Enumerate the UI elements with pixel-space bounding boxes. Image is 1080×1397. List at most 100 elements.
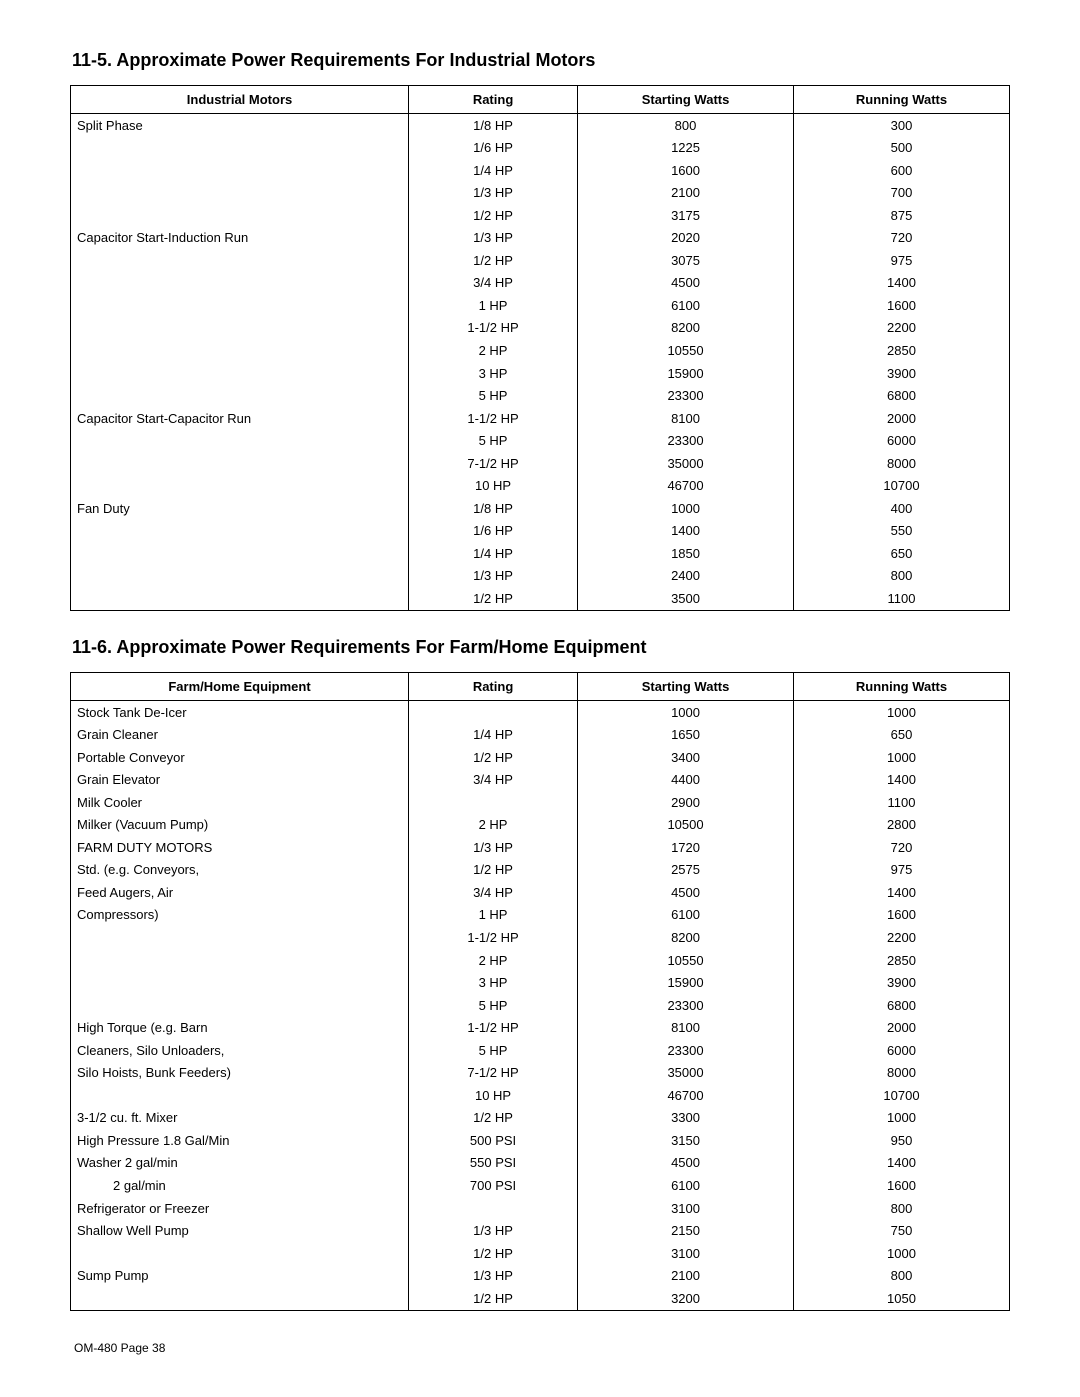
table-row: 3/4 HP45001400 xyxy=(71,272,1010,295)
cell-running-watts: 975 xyxy=(794,859,1010,882)
cell-rating: 10 HP xyxy=(409,1084,578,1107)
cell-rating: 1/3 HP xyxy=(409,227,578,250)
cell-running-watts: 2850 xyxy=(794,339,1010,362)
cell-starting-watts: 8100 xyxy=(578,1017,794,1040)
cell-starting-watts: 1400 xyxy=(578,520,794,543)
cell-running-watts: 10700 xyxy=(794,475,1010,498)
table-row: Sump Pump1/3 HP2100800 xyxy=(71,1265,1010,1288)
table-row: 3 HP159003900 xyxy=(71,972,1010,995)
cell-label xyxy=(71,1287,409,1310)
cell-starting-watts: 3100 xyxy=(578,1197,794,1220)
cell-running-watts: 1000 xyxy=(794,1107,1010,1130)
cell-starting-watts: 6100 xyxy=(578,1175,794,1198)
cell-running-watts: 650 xyxy=(794,542,1010,565)
cell-rating: 1-1/2 HP xyxy=(409,1017,578,1040)
cell-label: Grain Cleaner xyxy=(71,724,409,747)
table-row: Refrigerator or Freezer3100800 xyxy=(71,1197,1010,1220)
cell-rating: 2 HP xyxy=(409,949,578,972)
cell-label: High Torque (e.g. Barn xyxy=(71,1017,409,1040)
table-row: 1/6 HP1225500 xyxy=(71,137,1010,160)
cell-starting-watts: 8200 xyxy=(578,927,794,950)
cell-rating: 1/6 HP xyxy=(409,137,578,160)
cell-rating: 3/4 HP xyxy=(409,881,578,904)
cell-running-watts: 700 xyxy=(794,182,1010,205)
cell-label xyxy=(71,137,409,160)
table-row: 1 HP61001600 xyxy=(71,294,1010,317)
cell-starting-watts: 23300 xyxy=(578,430,794,453)
table-row: Fan Duty1/8 HP1000400 xyxy=(71,497,1010,520)
cell-rating: 5 HP xyxy=(409,994,578,1017)
cell-rating: 1-1/2 HP xyxy=(409,927,578,950)
cell-label: Compressors) xyxy=(71,904,409,927)
cell-starting-watts: 23300 xyxy=(578,385,794,408)
cell-rating: 7-1/2 HP xyxy=(409,452,578,475)
table-row: Capacitor Start-Capacitor Run1-1/2 HP810… xyxy=(71,407,1010,430)
cell-rating: 5 HP xyxy=(409,385,578,408)
cell-starting-watts: 1000 xyxy=(578,497,794,520)
cell-label xyxy=(71,272,409,295)
cell-label xyxy=(71,972,409,995)
cell-rating xyxy=(409,1197,578,1220)
cell-starting-watts: 1600 xyxy=(578,159,794,182)
cell-running-watts: 800 xyxy=(794,1197,1010,1220)
cell-rating: 3 HP xyxy=(409,362,578,385)
cell-starting-watts: 1650 xyxy=(578,724,794,747)
table-row: 1-1/2 HP82002200 xyxy=(71,317,1010,340)
table-row: Feed Augers, Air3/4 HP45001400 xyxy=(71,881,1010,904)
cell-starting-watts: 10550 xyxy=(578,339,794,362)
table-row: 1/2 HP3175875 xyxy=(71,204,1010,227)
table-row: 1/4 HP1850650 xyxy=(71,542,1010,565)
cell-running-watts: 3900 xyxy=(794,362,1010,385)
cell-rating: 5 HP xyxy=(409,1039,578,1062)
table-row: Milker (Vacuum Pump)2 HP105002800 xyxy=(71,814,1010,837)
cell-starting-watts: 46700 xyxy=(578,475,794,498)
cell-label xyxy=(71,927,409,950)
table-row: 2 HP105502850 xyxy=(71,949,1010,972)
cell-running-watts: 950 xyxy=(794,1129,1010,1152)
cell-running-watts: 2200 xyxy=(794,317,1010,340)
th-motors: Industrial Motors xyxy=(71,86,409,114)
cell-label xyxy=(71,339,409,362)
cell-starting-watts: 10550 xyxy=(578,949,794,972)
cell-rating: 1/4 HP xyxy=(409,542,578,565)
cell-rating: 1/3 HP xyxy=(409,836,578,859)
cell-rating: 1/2 HP xyxy=(409,859,578,882)
cell-rating: 1/3 HP xyxy=(409,1265,578,1288)
cell-starting-watts: 15900 xyxy=(578,362,794,385)
cell-running-watts: 1000 xyxy=(794,746,1010,769)
cell-rating: 1/2 HP xyxy=(409,249,578,272)
cell-rating: 1/3 HP xyxy=(409,1220,578,1243)
cell-running-watts: 975 xyxy=(794,249,1010,272)
cell-rating: 1/2 HP xyxy=(409,746,578,769)
cell-label xyxy=(71,949,409,972)
cell-label xyxy=(71,362,409,385)
cell-label xyxy=(71,317,409,340)
cell-running-watts: 1050 xyxy=(794,1287,1010,1310)
cell-starting-watts: 2100 xyxy=(578,182,794,205)
cell-rating: 7-1/2 HP xyxy=(409,1062,578,1085)
cell-label xyxy=(71,565,409,588)
table-row: 1/6 HP1400550 xyxy=(71,520,1010,543)
table-row: 1/3 HP2100700 xyxy=(71,182,1010,205)
th-equipment: Farm/Home Equipment xyxy=(71,673,409,701)
cell-running-watts: 6000 xyxy=(794,430,1010,453)
cell-starting-watts: 2900 xyxy=(578,791,794,814)
cell-rating: 700 PSI xyxy=(409,1175,578,1198)
cell-rating: 1-1/2 HP xyxy=(409,317,578,340)
cell-starting-watts: 8200 xyxy=(578,317,794,340)
table-row: 1/4 HP1600600 xyxy=(71,159,1010,182)
cell-label xyxy=(71,204,409,227)
cell-label xyxy=(71,542,409,565)
cell-starting-watts: 3400 xyxy=(578,746,794,769)
cell-label: Stock Tank De-Icer xyxy=(71,701,409,724)
cell-starting-watts: 6100 xyxy=(578,904,794,927)
cell-starting-watts: 2100 xyxy=(578,1265,794,1288)
cell-running-watts: 2800 xyxy=(794,814,1010,837)
cell-label: Capacitor Start-Capacitor Run xyxy=(71,407,409,430)
cell-running-watts: 1400 xyxy=(794,1152,1010,1175)
cell-rating: 1/2 HP xyxy=(409,1107,578,1130)
cell-label xyxy=(71,475,409,498)
table-row: 1/3 HP2400800 xyxy=(71,565,1010,588)
cell-rating: 5 HP xyxy=(409,430,578,453)
cell-running-watts: 8000 xyxy=(794,452,1010,475)
